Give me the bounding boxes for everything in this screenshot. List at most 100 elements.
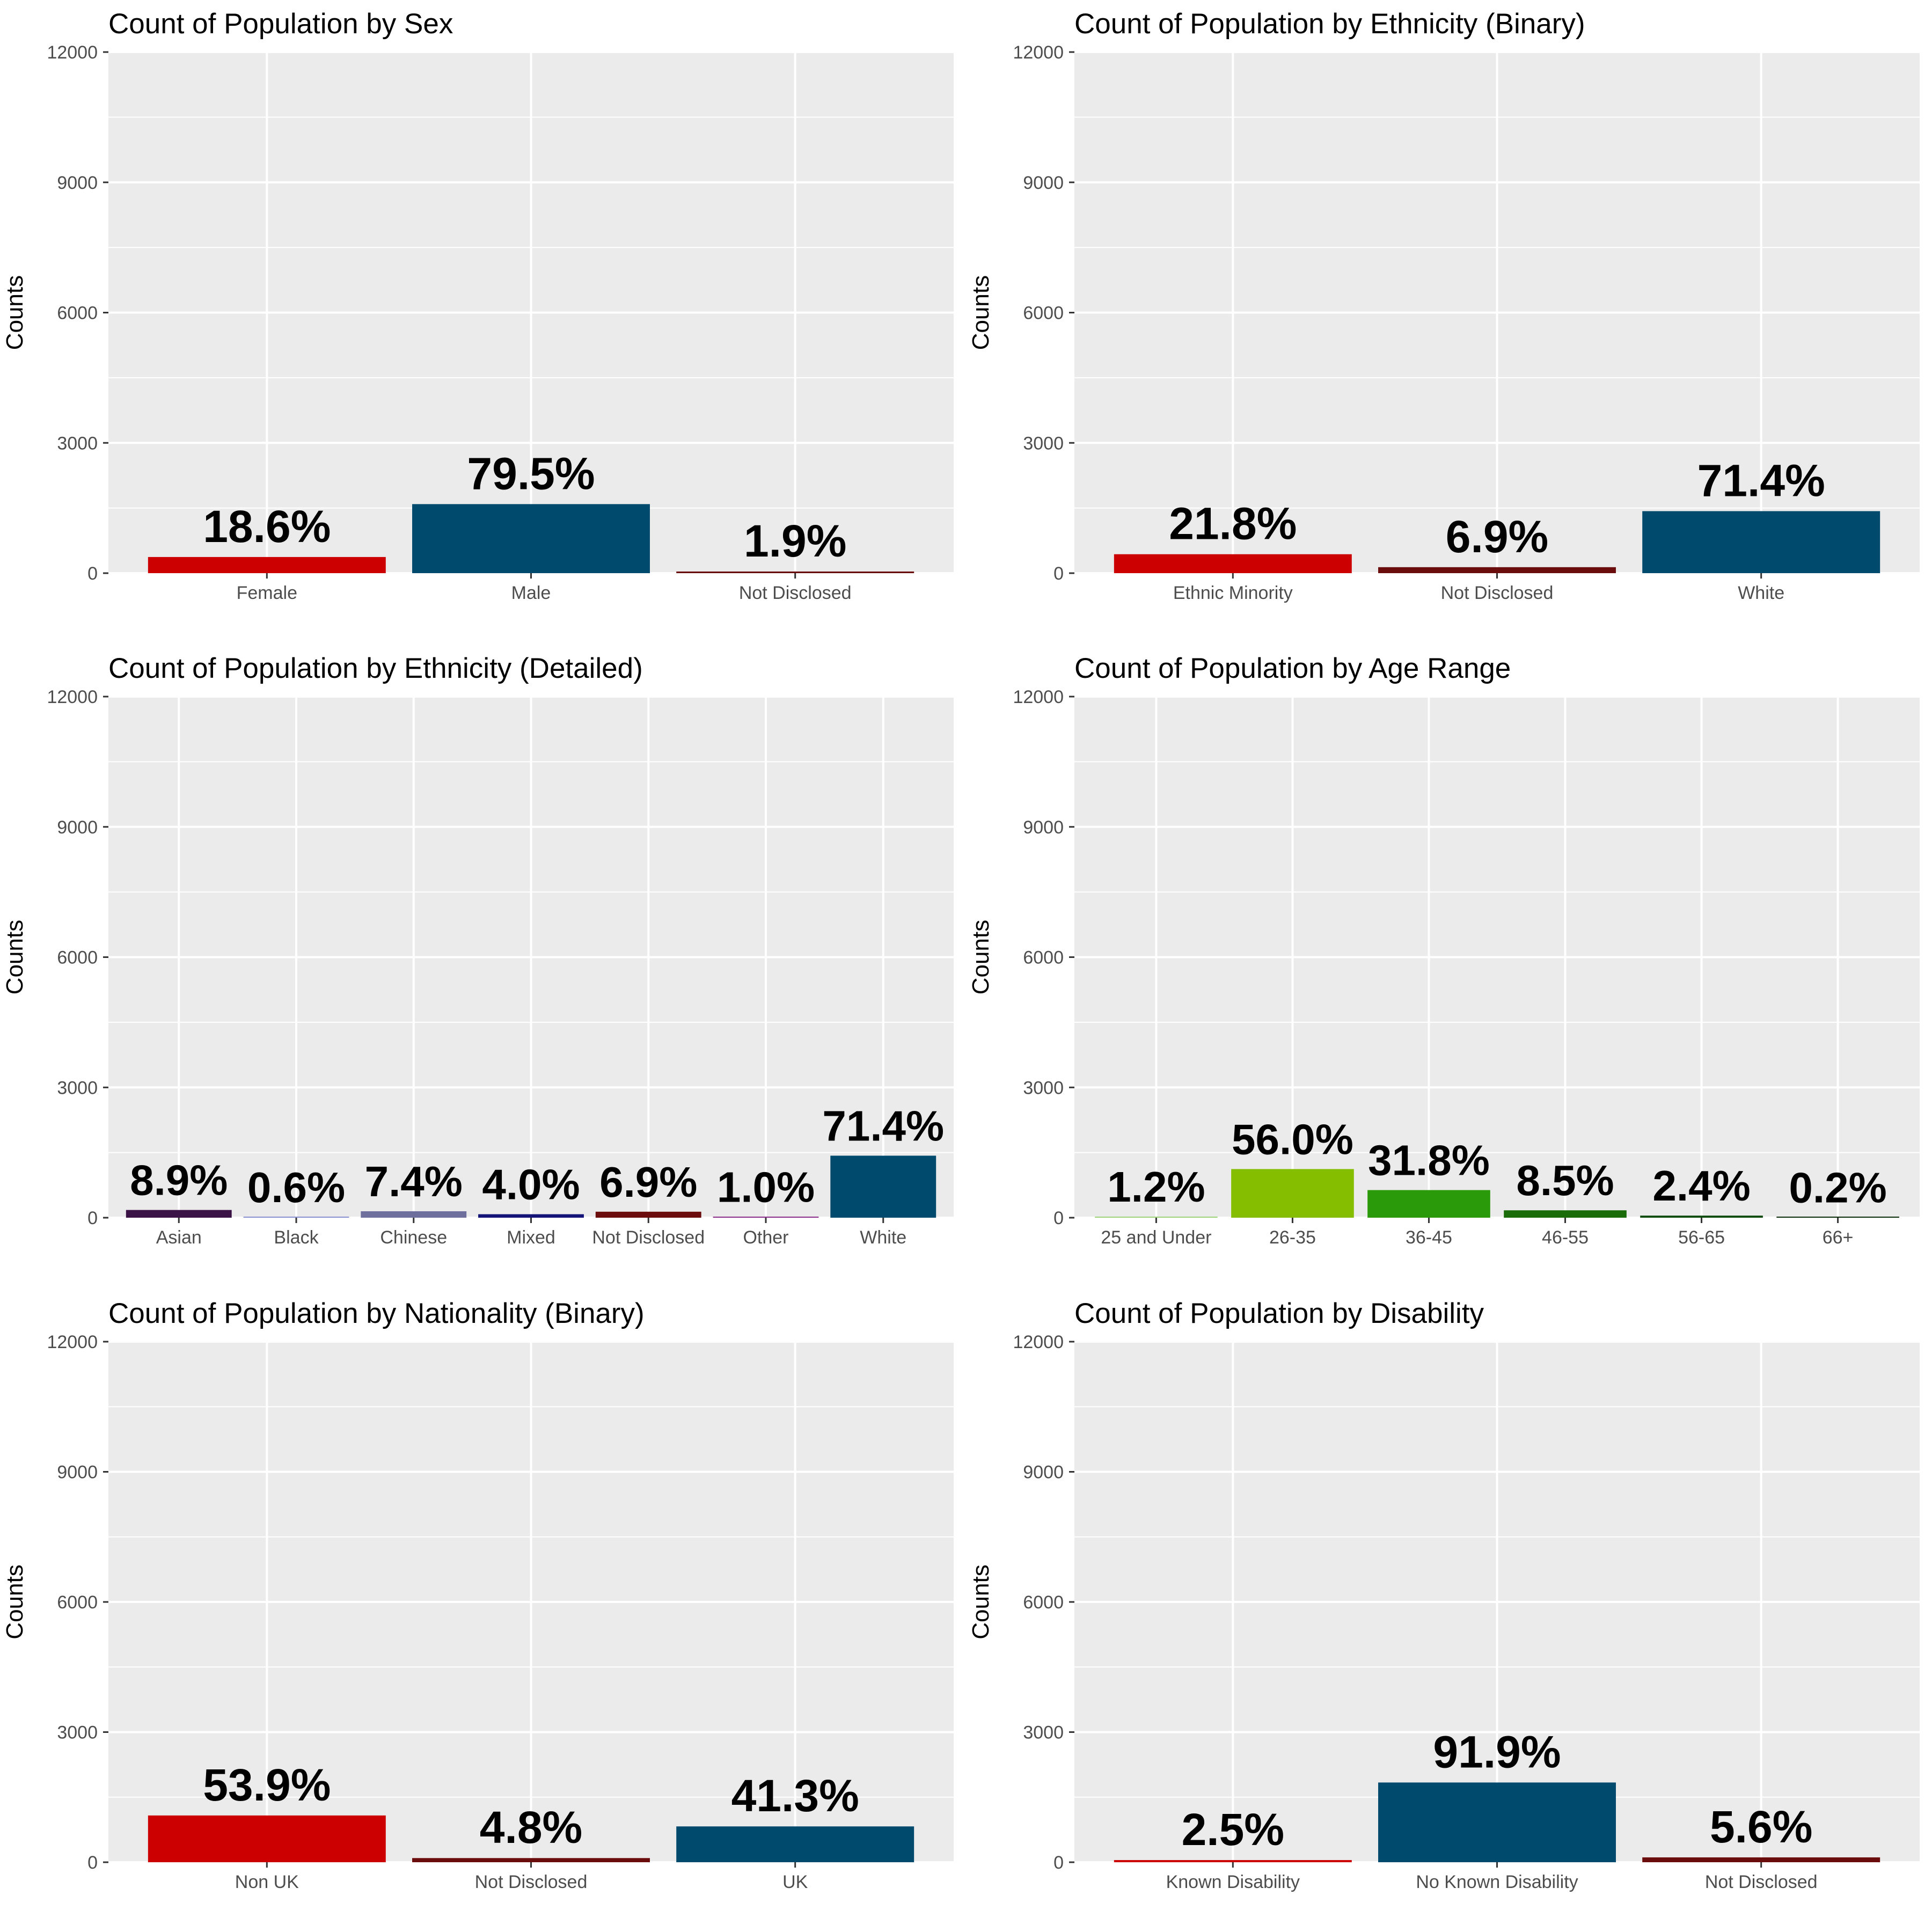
data-label: 8.5% (1516, 1157, 1614, 1204)
data-label: 31.8% (1368, 1137, 1490, 1184)
y-tick-label: 0 (1053, 564, 1064, 584)
x-tick-label: Not Disclosed (592, 1227, 705, 1248)
x-tick-label: Other (743, 1227, 788, 1248)
y-tick-label: 9000 (57, 1462, 98, 1483)
y-tick-label: 3000 (57, 1723, 98, 1743)
data-label: 5.6% (1710, 1802, 1812, 1852)
x-tick-label: White (1738, 583, 1784, 603)
y-tick-label: 6000 (57, 303, 98, 324)
y-tick-label: 3000 (1023, 1723, 1064, 1743)
data-label: 1.2% (1107, 1163, 1205, 1211)
x-tick-label: Non UK (235, 1872, 299, 1892)
data-label: 1.0% (717, 1163, 815, 1211)
y-tick-label: 0 (87, 1853, 98, 1873)
y-tick-label: 9000 (57, 817, 98, 838)
y-tick-label: 3000 (1023, 1078, 1064, 1098)
x-tick-label: Asian (156, 1227, 202, 1248)
bar (713, 1217, 819, 1218)
data-label: 4.0% (482, 1161, 580, 1209)
y-axis-label: Counts (2, 275, 28, 350)
bar (126, 1210, 232, 1218)
bar (148, 557, 386, 573)
x-tick-label: 66+ (1823, 1227, 1854, 1248)
x-tick-label: Known Disability (1166, 1872, 1300, 1892)
data-label: 4.8% (480, 1802, 582, 1853)
data-label: 18.6% (203, 501, 331, 552)
y-tick-label: 3000 (57, 433, 98, 453)
x-tick-label: White (860, 1227, 906, 1248)
bar (1367, 1190, 1490, 1218)
y-axis-label: Counts (2, 1564, 28, 1639)
data-label: 71.4% (1697, 455, 1825, 506)
bar (361, 1211, 467, 1218)
bar (1642, 1857, 1880, 1862)
bar (676, 571, 914, 573)
chart-panel-2: Count of Population by Ethnicity (Binary… (968, 8, 1920, 603)
data-label: 53.9% (203, 1760, 331, 1810)
y-axis-label: Counts (968, 275, 994, 350)
y-tick-label: 6000 (57, 1592, 98, 1613)
y-tick-label: 0 (1053, 1853, 1064, 1873)
bar (412, 504, 650, 573)
y-tick-label: 0 (1053, 1208, 1064, 1228)
data-label: 1.9% (744, 516, 846, 566)
y-axis-label: Counts (968, 1564, 994, 1639)
x-tick-label: Chinese (380, 1227, 447, 1248)
y-axis-label: Counts (2, 920, 28, 994)
data-label: 79.5% (467, 448, 595, 499)
y-tick-label: 6000 (1023, 1592, 1064, 1613)
y-tick-label: 12000 (47, 1332, 98, 1352)
data-label: 2.4% (1652, 1162, 1750, 1210)
y-tick-label: 0 (87, 1208, 98, 1228)
y-tick-label: 6000 (1023, 948, 1064, 968)
bar (412, 1858, 650, 1862)
data-label: 91.9% (1433, 1726, 1561, 1777)
x-tick-label: 36-45 (1406, 1227, 1452, 1248)
chart-panel-3: Count of Population by Ethnicity (Detail… (2, 653, 954, 1248)
data-label: 8.9% (130, 1157, 228, 1204)
y-tick-label: 6000 (1023, 303, 1064, 324)
y-axis-label: Counts (968, 920, 994, 994)
x-tick-label: Male (511, 583, 551, 603)
x-tick-label: Ethnic Minority (1173, 583, 1293, 603)
x-tick-label: UK (782, 1872, 808, 1892)
bar (676, 1826, 914, 1862)
y-tick-label: 6000 (57, 948, 98, 968)
x-tick-label: 56-65 (1678, 1227, 1725, 1248)
y-tick-label: 0 (87, 564, 98, 584)
data-label: 41.3% (731, 1770, 859, 1821)
bar (1378, 567, 1616, 573)
y-tick-label: 9000 (1023, 817, 1064, 838)
bar (478, 1214, 584, 1218)
bar (243, 1217, 349, 1218)
bar (148, 1815, 386, 1862)
chart-panel-5: Count of Population by Nationality (Bina… (2, 1298, 954, 1892)
data-label: 6.9% (599, 1158, 697, 1206)
y-tick-label: 9000 (57, 173, 98, 193)
chart-title: Count of Population by Age Range (1074, 653, 1511, 684)
x-tick-label: Not Disclosed (475, 1872, 588, 1892)
y-tick-label: 3000 (57, 1078, 98, 1098)
x-tick-label: Mixed (507, 1227, 555, 1248)
data-label: 21.8% (1169, 499, 1297, 549)
data-label: 6.9% (1446, 511, 1548, 562)
bar (1378, 1782, 1616, 1862)
data-label: 2.5% (1182, 1804, 1284, 1855)
y-tick-label: 9000 (1023, 1462, 1064, 1483)
y-tick-label: 12000 (47, 42, 98, 63)
data-label: 56.0% (1232, 1115, 1353, 1163)
data-label: 7.4% (365, 1158, 463, 1205)
y-tick-label: 12000 (1013, 42, 1064, 63)
bar (595, 1211, 701, 1218)
chart-title: Count of Population by Nationality (Bina… (108, 1298, 645, 1329)
chart-panel-4: Count of Population by Age Range 0 3000 600… (968, 653, 1920, 1248)
data-label: 71.4% (822, 1102, 944, 1150)
x-tick-label: Not Disclosed (1705, 1872, 1818, 1892)
bar (1504, 1210, 1627, 1218)
bar (1640, 1216, 1763, 1218)
data-label: 0.6% (247, 1163, 345, 1211)
bar (830, 1155, 936, 1218)
x-tick-label: 25 and Under (1101, 1227, 1211, 1248)
bar (1114, 554, 1352, 573)
